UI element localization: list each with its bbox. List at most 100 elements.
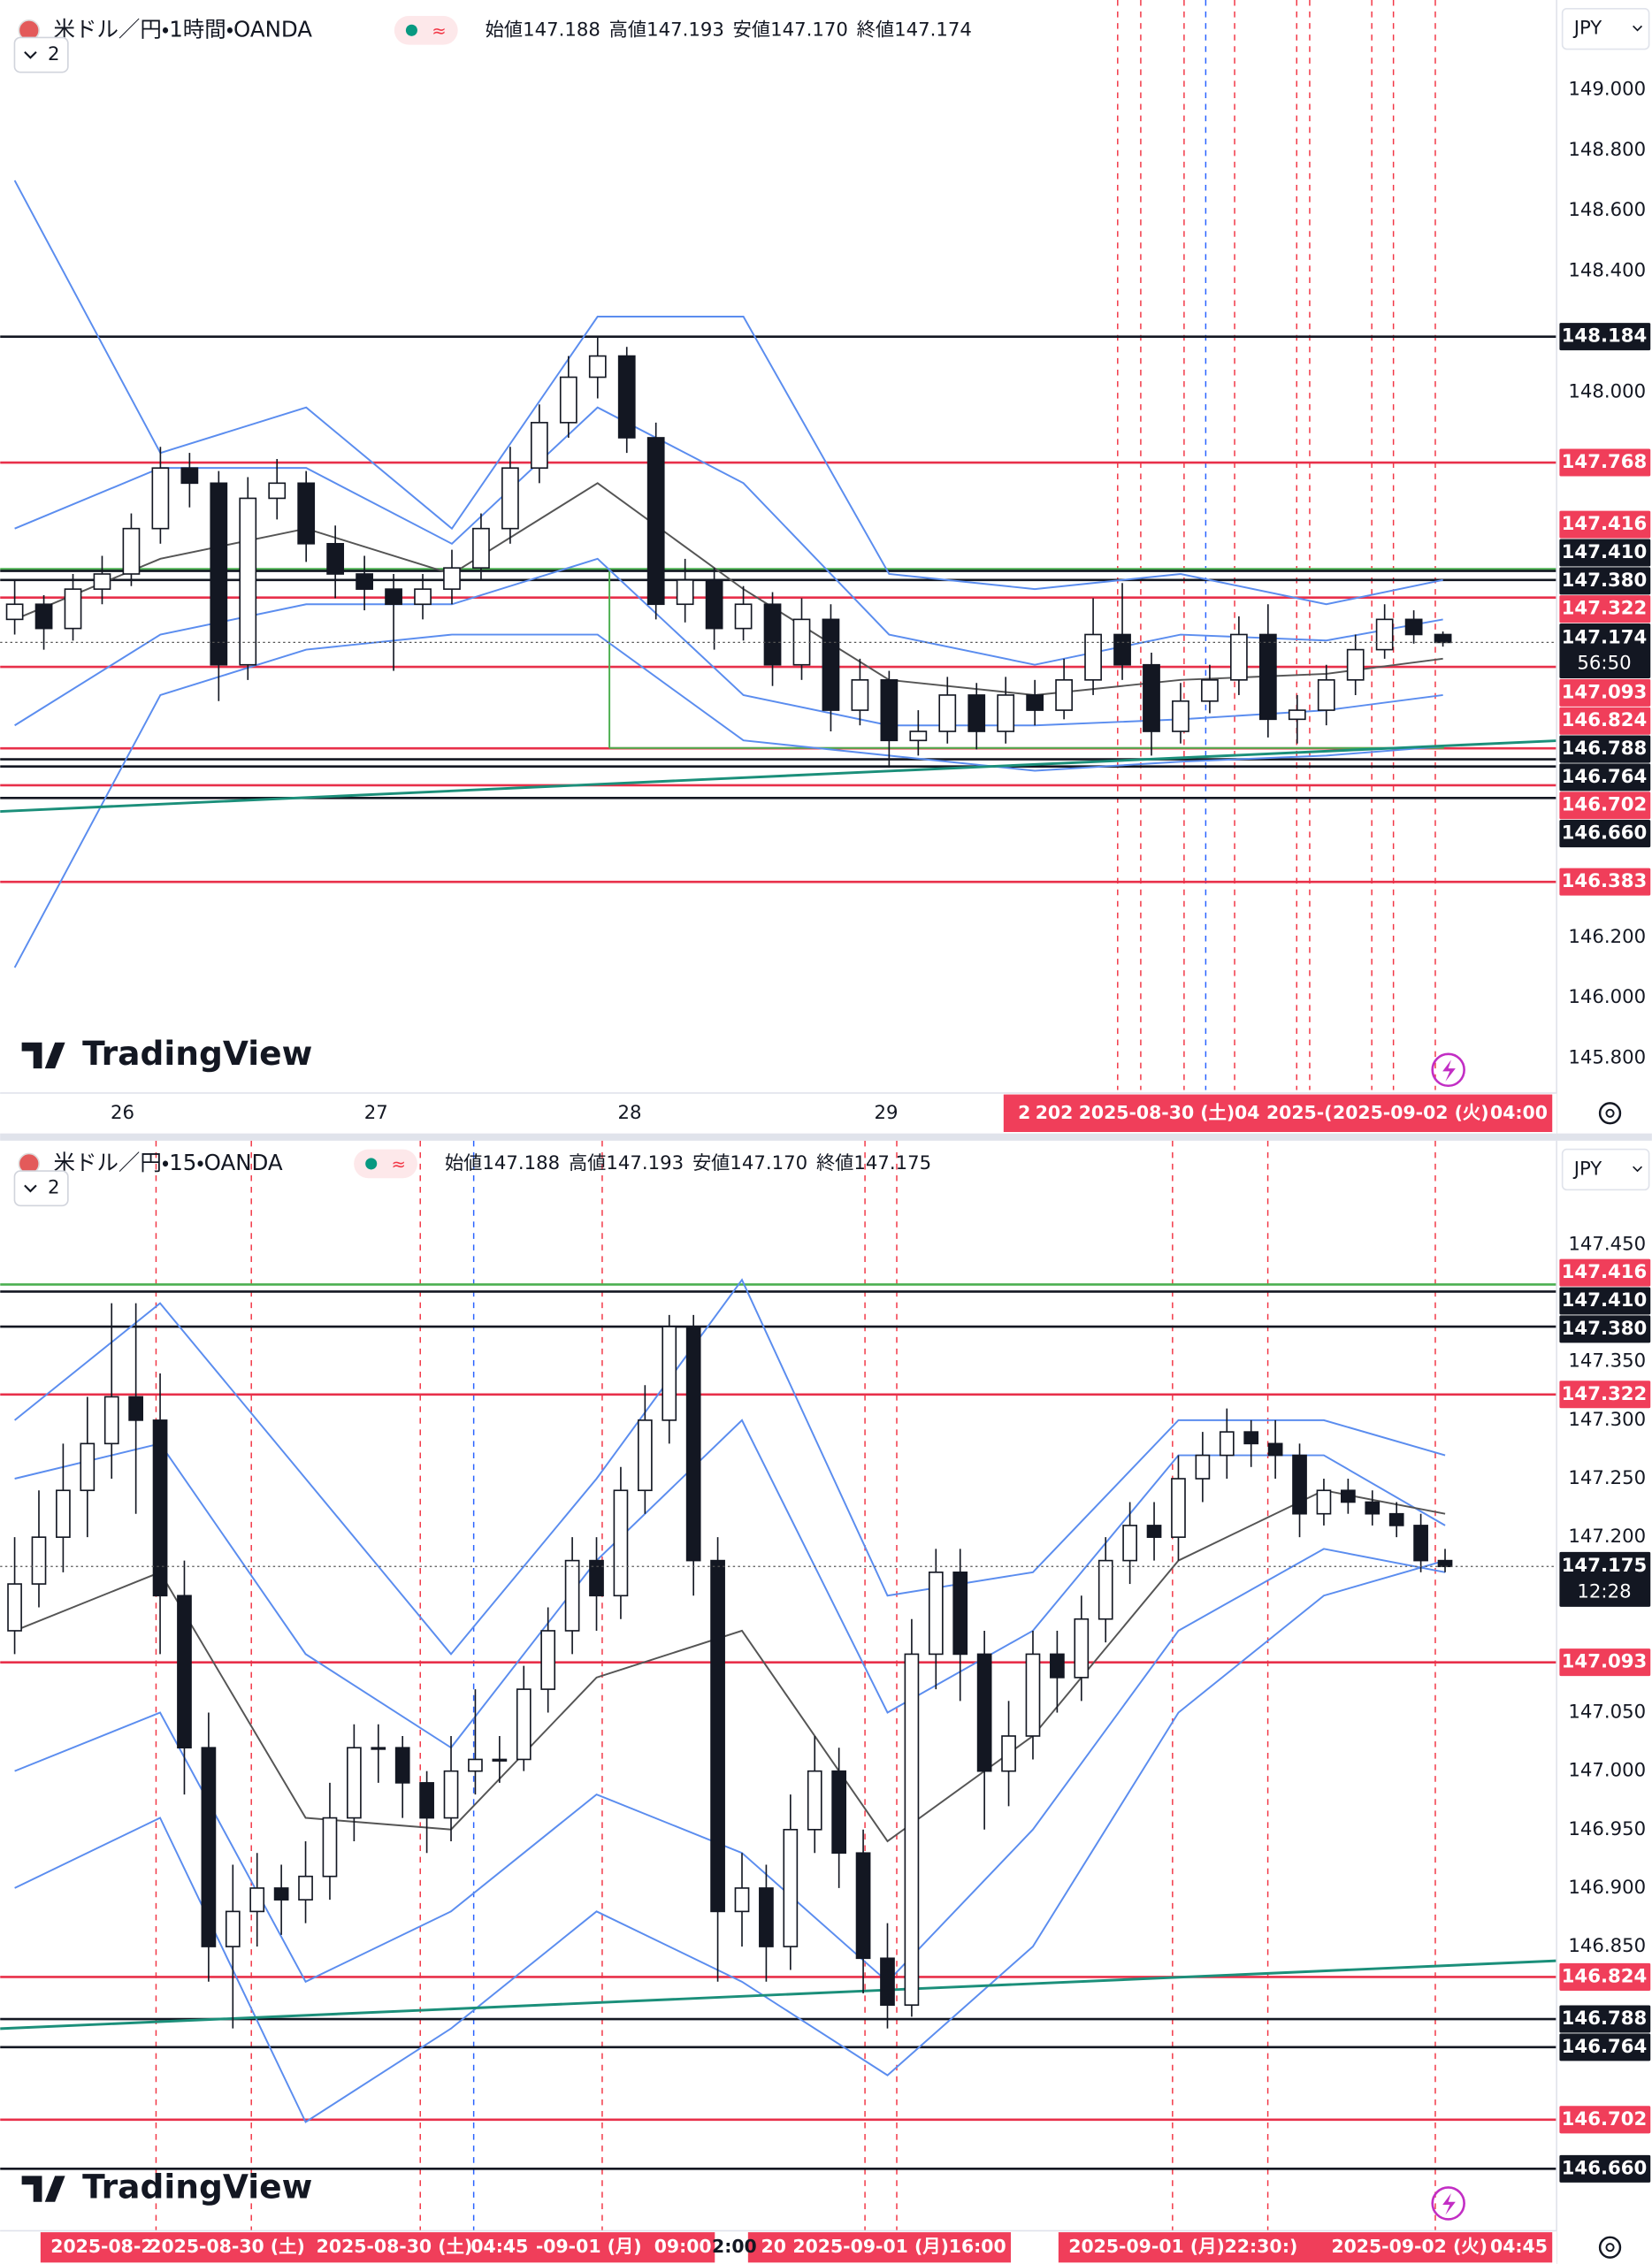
candle-body: [1316, 1489, 1332, 1515]
bolt-icon[interactable]: [1431, 2186, 1465, 2221]
candle-body: [734, 1887, 750, 1913]
ohlc-label: 始値: [486, 19, 523, 41]
band-line: [14, 557, 1443, 727]
candle-body: [56, 1489, 71, 1538]
y-tick-label: 148.600: [1568, 199, 1646, 221]
candle-body: [249, 1887, 265, 1913]
level-label: 147.416: [1562, 1261, 1648, 1283]
candle-body: [1171, 1478, 1186, 1538]
time-badge: [40, 2232, 715, 2263]
y-tick-label: 146.900: [1568, 1877, 1646, 1899]
level-badge: [1559, 595, 1651, 623]
band-line: [13, 180, 1443, 606]
candle-body: [783, 1828, 799, 1947]
countdown: 12:28: [1577, 1581, 1631, 1603]
time-badge: [1058, 2232, 1553, 2263]
candle-body: [1146, 1525, 1162, 1538]
level-badge: [1559, 735, 1651, 763]
watermark-logo: [21, 2176, 65, 2202]
y-tick-label: 147.250: [1568, 1467, 1646, 1489]
trend-line: [0, 739, 1557, 814]
candle-body: [1243, 1431, 1259, 1445]
candle-body: [356, 573, 373, 590]
candle-body: [31, 1536, 47, 1585]
candle-body: [1292, 1454, 1307, 1515]
bolt-icon[interactable]: [1431, 1052, 1465, 1088]
time-badge-label: 20: [761, 2236, 786, 2257]
y-tick-label: 147.450: [1568, 1234, 1646, 1256]
time-badge-label: 2025-09-01 (月): [792, 2236, 949, 2257]
x-tick-label: 26: [111, 1102, 134, 1124]
currency-button[interactable]: [1561, 7, 1650, 50]
x-tick-label: 29: [875, 1102, 899, 1124]
band-line: [14, 406, 1443, 666]
collapse-chevron: [24, 1184, 37, 1193]
candle-body: [1055, 679, 1073, 711]
level-label: 146.764: [1562, 766, 1648, 788]
candle-body: [7, 1583, 22, 1632]
ohlc-label: 終値: [816, 1152, 853, 1174]
indicator-count: 2: [48, 1177, 60, 1199]
ohlc-value: 147.174: [894, 19, 972, 41]
watermark: TradingView: [82, 2168, 312, 2207]
candle-body: [759, 1887, 774, 1947]
candle-body: [177, 1595, 192, 1749]
status-dot: [365, 1158, 378, 1170]
collapse-button[interactable]: [13, 36, 69, 73]
ohlc-line: 始値147.188 高値147.193 安値147.170 終値147.174: [486, 19, 972, 41]
y-tick-label: 148.800: [1568, 139, 1646, 161]
level-badge: [1559, 323, 1651, 351]
candle-body: [831, 1770, 847, 1855]
candle-body: [371, 1747, 386, 1750]
candle-body: [1201, 679, 1219, 702]
time-badge-label: 04:45: [470, 2236, 528, 2257]
settings-icon[interactable]: [1598, 2236, 1622, 2259]
level-badge: [1559, 1315, 1651, 1343]
ohlc-value: 147.193: [606, 1152, 684, 1174]
candle-body: [588, 355, 607, 379]
time-badge-label: 16:00: [949, 2236, 1006, 2257]
collapse-button[interactable]: [13, 1170, 69, 1207]
level-badge: [1559, 2106, 1651, 2134]
candle-body: [1346, 648, 1365, 681]
candle-body: [1375, 618, 1394, 651]
level-label: 147.410: [1562, 541, 1648, 563]
candle-body: [128, 1396, 143, 1421]
band-line: [14, 1559, 1446, 2123]
settings-icon[interactable]: [1598, 1102, 1622, 1125]
candle-body: [1084, 633, 1102, 681]
level-label: 146.383: [1562, 870, 1648, 892]
ohlc-label: 安値: [733, 19, 770, 41]
y-tick-label: 148.000: [1568, 381, 1646, 403]
candle-body: [268, 482, 287, 500]
candle-body: [1437, 1559, 1453, 1568]
ohlc-value: 147.188: [482, 1152, 560, 1174]
level-label: 146.788: [1562, 738, 1648, 760]
time-badge-label: -09-01 (月): [536, 2236, 642, 2257]
candle-body: [347, 1747, 362, 1819]
candle-body: [419, 1782, 434, 1819]
candle-body: [685, 1326, 701, 1562]
indicator-count: 2: [48, 43, 60, 65]
time-badge-label: 2:00: [712, 2236, 757, 2257]
candle-body: [705, 579, 723, 630]
candle-body: [468, 1758, 483, 1772]
current-price: 147.174: [1562, 626, 1648, 648]
currency: JPY: [1572, 18, 1602, 40]
currency-button[interactable]: [1561, 1148, 1650, 1191]
candle-body: [1026, 694, 1044, 711]
ohlc-value: 147.170: [730, 1152, 807, 1174]
level-badge: [1559, 707, 1651, 735]
level-label: 147.380: [1562, 570, 1648, 592]
candle-body: [201, 1747, 217, 1947]
time-badge-label: 202: [1036, 1102, 1074, 1123]
candle-body: [928, 1572, 944, 1656]
level-label: 147.322: [1562, 1383, 1648, 1405]
candle-body: [1098, 1559, 1113, 1620]
candle-body: [676, 579, 694, 606]
candle-body: [210, 482, 228, 666]
ohlc-value: 147.188: [523, 19, 600, 41]
candle-body: [792, 618, 811, 666]
candle-body: [1258, 633, 1277, 721]
level-label: 146.702: [1562, 794, 1648, 816]
